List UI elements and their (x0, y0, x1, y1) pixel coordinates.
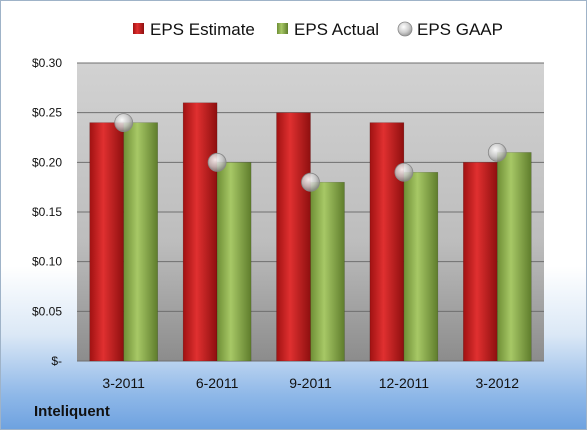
bar-eps-actual (497, 152, 532, 362)
y-tick-label: $0.20 (32, 155, 62, 169)
y-tick-label: $- (51, 354, 62, 368)
marker-eps-gaap (487, 142, 507, 162)
legend-swatch-eps-actual (277, 23, 288, 34)
legend: EPS Estimate EPS Actual EPS GAAP (133, 20, 503, 39)
y-tick-label: $0.15 (32, 205, 62, 219)
marker-eps-gaap (301, 172, 320, 192)
bar-eps-estimate (463, 162, 498, 362)
bar-eps-estimate (182, 102, 218, 362)
gaap-markers (114, 113, 507, 192)
y-tick-label: $0.30 (32, 56, 62, 70)
legend-swatch-eps-estimate (133, 23, 144, 34)
x-tick-label: 3-2012 (476, 375, 520, 391)
bar-eps-estimate (369, 122, 405, 362)
x-tick-label: 12-2011 (379, 375, 430, 391)
bar-eps-actual (310, 181, 345, 362)
marker-eps-gaap (114, 113, 134, 132)
marker-eps-gaap (394, 162, 414, 182)
x-axis-ticks: 3-2011 6-2011 9-2011 12-2011 3-2012 (102, 375, 519, 391)
x-tick-label: 9-2011 (289, 375, 332, 391)
bar-eps-estimate (276, 112, 311, 362)
marker-eps-gaap (207, 152, 227, 172)
bar-eps-actual (123, 122, 158, 362)
legend-label-eps-actual: EPS Actual (294, 20, 379, 39)
legend-swatch-eps-gaap (397, 21, 413, 37)
company-name: Inteliquent (34, 403, 110, 420)
bar-eps-actual (216, 162, 252, 362)
x-tick-label: 3-2011 (102, 375, 145, 391)
bar-eps-estimate (89, 122, 124, 362)
y-tick-label: $0.05 (32, 304, 62, 318)
y-tick-label: $0.25 (32, 106, 62, 120)
x-tick-label: 6-2011 (196, 375, 239, 391)
bars (89, 102, 532, 362)
legend-label-eps-estimate: EPS Estimate (150, 20, 255, 39)
bar-eps-actual (403, 172, 439, 362)
y-axis-ticks: $- $0.05 $0.10 $0.15 $0.20 $0.25 $0.30 (32, 56, 62, 368)
legend-label-eps-gaap: EPS GAAP (417, 20, 503, 39)
y-tick-label: $0.10 (32, 255, 62, 269)
